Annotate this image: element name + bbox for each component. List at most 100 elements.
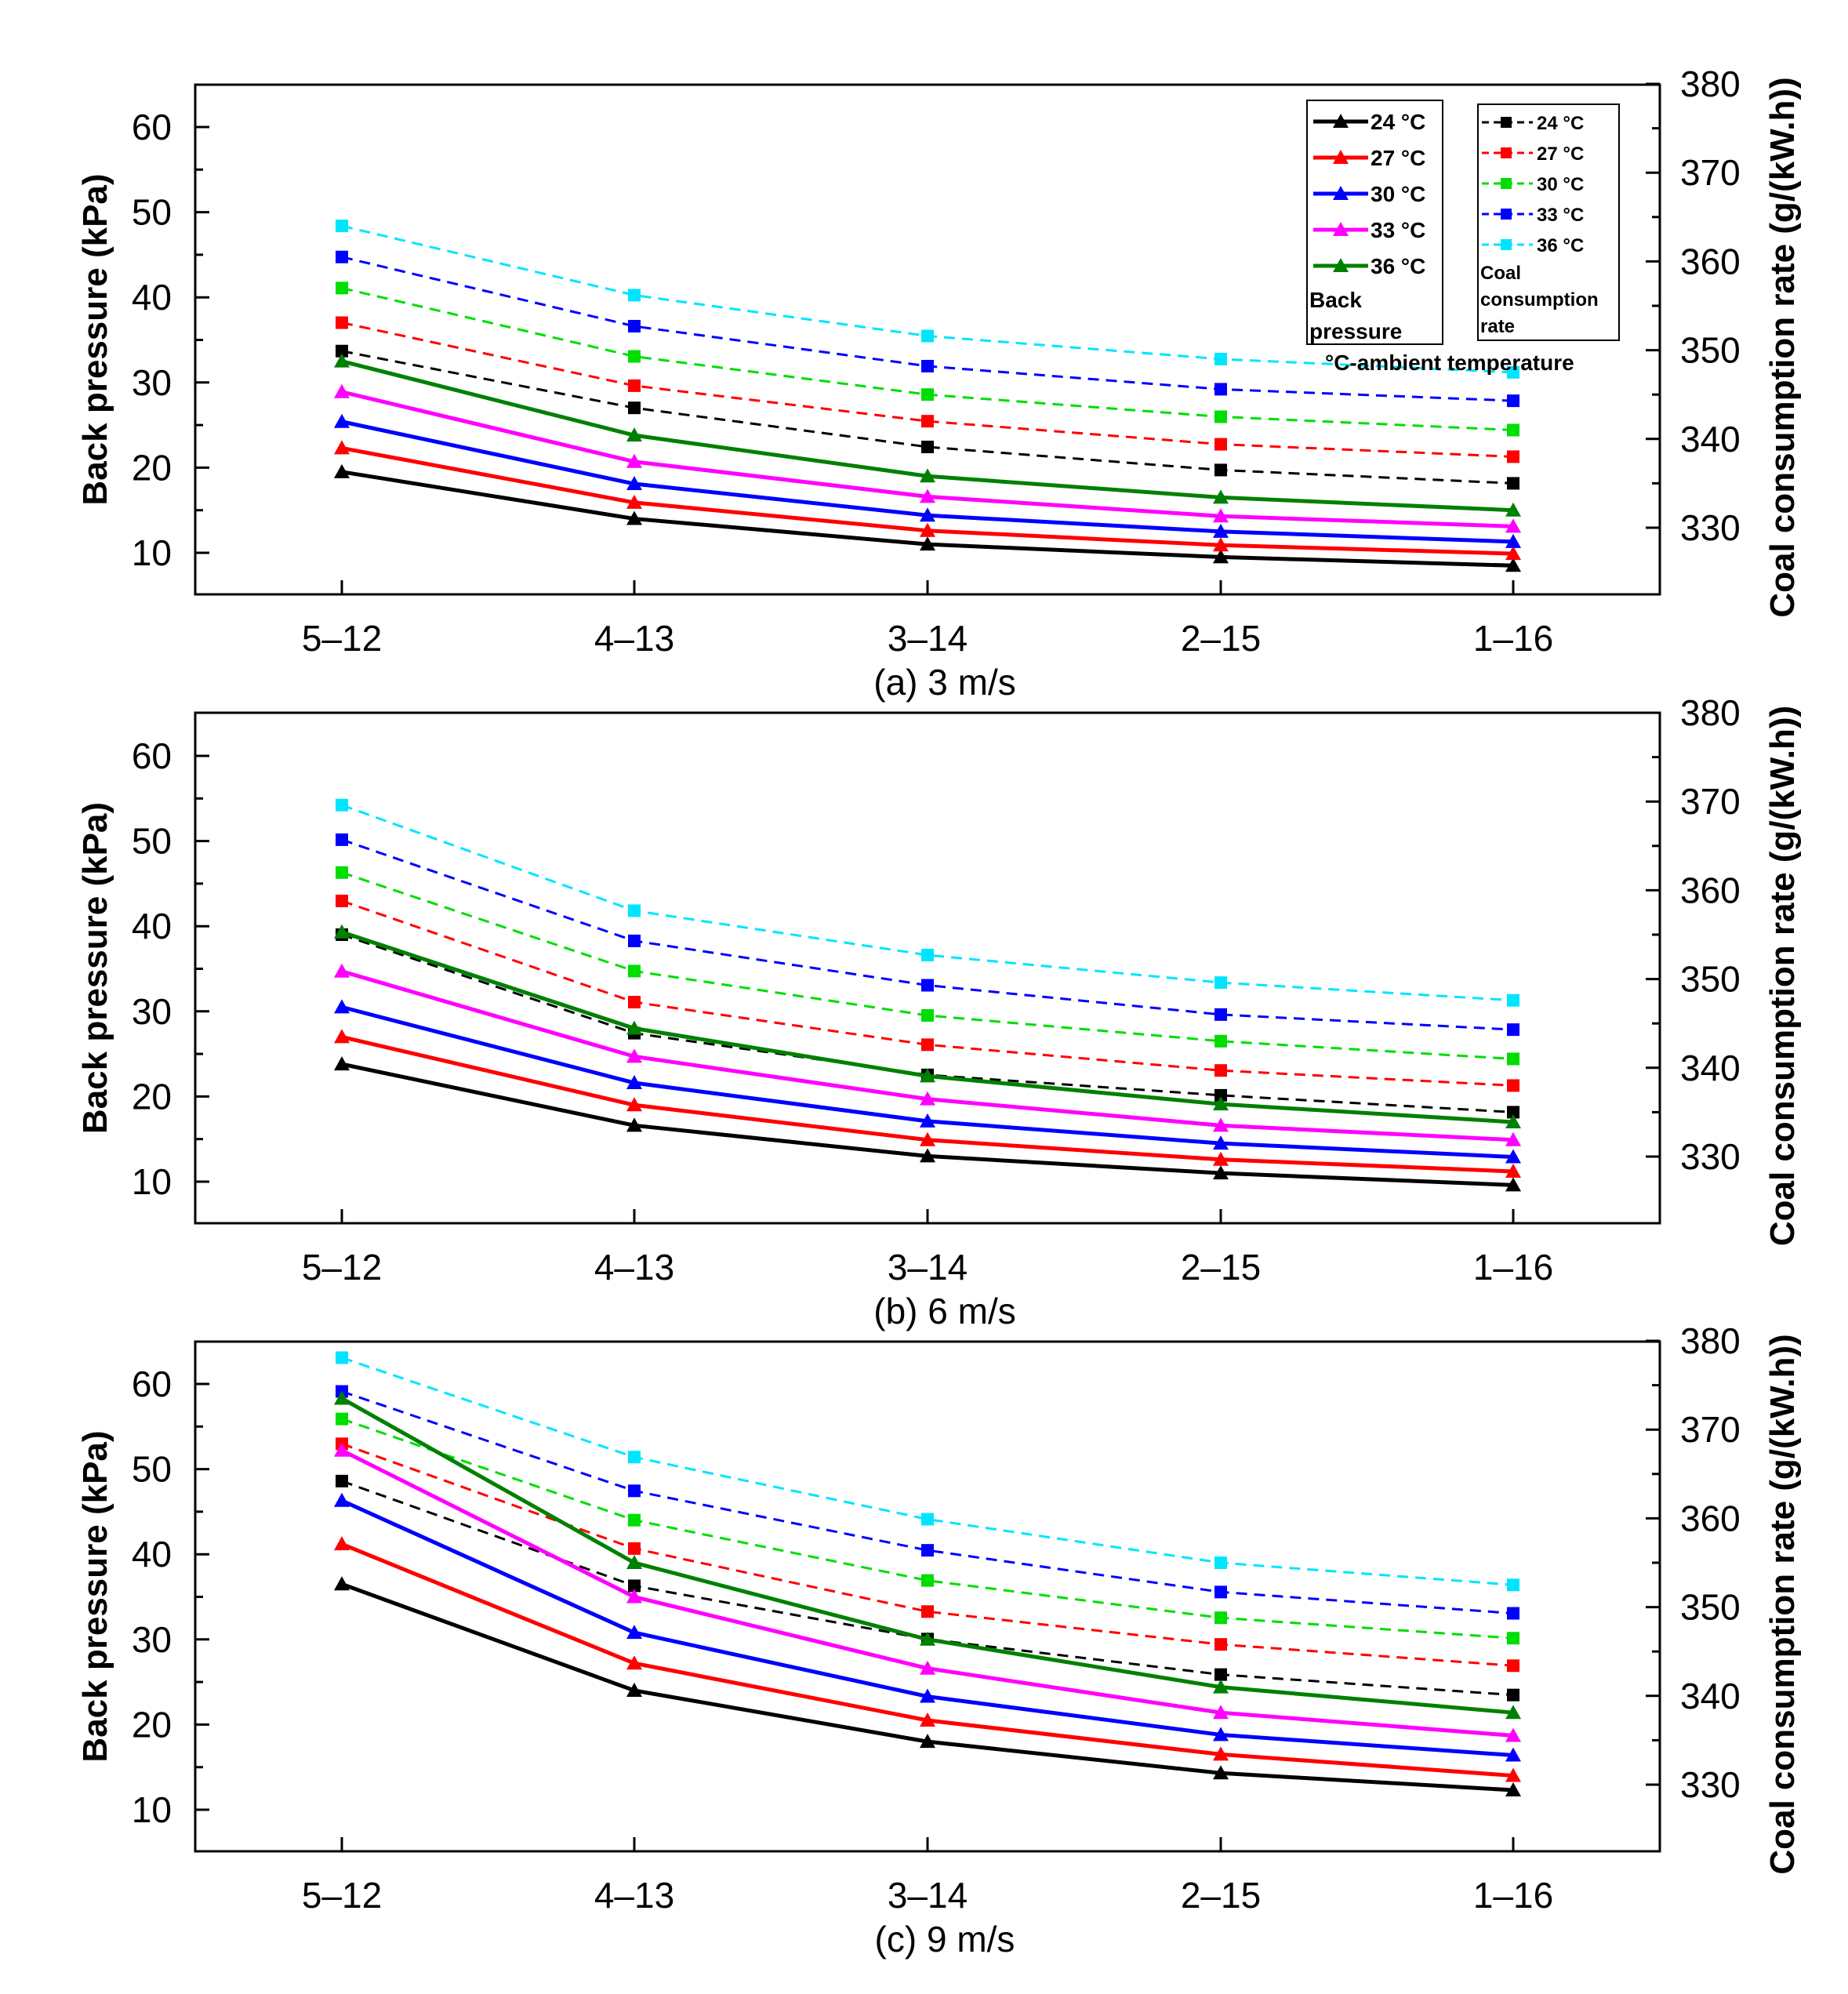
back-pressure-point [626, 1682, 642, 1697]
coal-point [628, 1451, 641, 1464]
legend-box-coal [1477, 104, 1620, 341]
left-axis-title: Back pressure (kPa) [76, 173, 114, 505]
right-tick-label: 330 [1680, 507, 1741, 548]
back-pressure-point [626, 476, 642, 491]
back-pressure-point [1213, 1679, 1229, 1694]
plot-frame [194, 1340, 1661, 1853]
back-pressure-point [1213, 1765, 1229, 1780]
chart-panel-2: 10 20 30 40 50 60 330 340 350 360 370 380 5–12 4–13 3–… [76, 692, 1802, 1331]
legend-item-back-pressure: 33 °C [1313, 218, 1425, 242]
back-pressure-point [920, 1068, 935, 1083]
right-tick-label: 330 [1680, 1764, 1741, 1805]
right-tick-label: 370 [1680, 1409, 1741, 1450]
legend: 24 °C 27 °C 30 °C 33 °C 36 °C Back pressure 24 … [1306, 100, 1620, 375]
coal-point [1214, 1088, 1227, 1102]
coal-point [1507, 1688, 1519, 1702]
coal-point [1507, 394, 1519, 408]
back-pressure-point [1213, 1096, 1229, 1111]
coal-point [336, 281, 348, 295]
legend-item-coal: 36 °C [1482, 235, 1584, 256]
back-pressure-point [1213, 1727, 1229, 1742]
coal-point [336, 1474, 348, 1487]
coal-series-3 [336, 1412, 1519, 1645]
back-pressure-point [334, 1029, 350, 1044]
coal-point [1507, 1106, 1519, 1119]
back-pressure-point [920, 1734, 935, 1749]
coal-point [1507, 1632, 1519, 1645]
back-pressure-point [920, 468, 935, 483]
right-axis-title: Coal consumption rate (g/(kW.h)) [1763, 77, 1802, 617]
right-tick-label: 360 [1680, 870, 1741, 910]
coal-point [336, 798, 348, 812]
back-pressure-series-5 [334, 353, 1521, 517]
coal-point [628, 996, 641, 1009]
back-pressure-point [1213, 489, 1229, 504]
back-pressure-point [334, 353, 350, 368]
legend-title: rate [1480, 316, 1515, 337]
left-tick-label: 60 [132, 107, 172, 147]
back-pressure-point [1213, 537, 1229, 552]
left-tick-label: 40 [132, 277, 172, 318]
back-pressure-point [1213, 1705, 1229, 1720]
legend-note: °C-ambient temperature [1325, 350, 1574, 375]
chart-panel-3: 10 20 30 40 50 60 330 340 350 360 370 380 5–12 4–13 3–… [76, 1320, 1802, 1959]
back-pressure-point [1213, 508, 1229, 523]
back-pressure-series-1 [334, 1576, 1521, 1797]
right-tick-label: 380 [1680, 692, 1741, 733]
left-tick-label: 10 [132, 1161, 172, 1202]
coal-point [336, 894, 348, 907]
back-pressure-point [1505, 1747, 1521, 1762]
right-tick-label: 370 [1680, 781, 1741, 822]
coal-point [336, 316, 348, 329]
left-tick-label: 30 [132, 362, 172, 403]
back-pressure-point [1505, 518, 1521, 533]
legend-marker [1333, 114, 1349, 128]
coal-series-line [341, 1418, 1514, 1640]
back-pressure-series-3 [334, 1492, 1521, 1762]
legend-item-back-pressure: 27 °C [1313, 146, 1425, 170]
legend-label: 30 °C [1371, 182, 1425, 206]
left-axis-title: Back pressure (kPa) [76, 802, 114, 1134]
coal-point [1214, 1638, 1227, 1651]
back-pressure-point [334, 440, 350, 455]
coal-point [1214, 352, 1227, 365]
coal-point [1214, 1064, 1227, 1077]
back-pressure-point [626, 1075, 642, 1090]
coal-point [921, 440, 934, 453]
coal-point [628, 350, 641, 363]
coal-point [1507, 993, 1519, 1007]
back-pressure-point [334, 924, 350, 939]
back-pressure-series-3 [334, 999, 1521, 1164]
back-pressure-point [920, 1631, 935, 1646]
x-tick-label: 5–12 [302, 1875, 382, 1916]
coal-series-5 [336, 798, 1519, 1007]
coal-point [921, 415, 934, 428]
back-pressure-point [1505, 1767, 1521, 1782]
coal-point [921, 1038, 934, 1051]
coal-point [336, 833, 348, 846]
right-axis-title: Coal consumption rate (g/(kW.h)) [1763, 1334, 1802, 1874]
legend-item-coal: 24 °C [1482, 113, 1584, 134]
back-pressure-point [1505, 1705, 1521, 1720]
coal-point [1507, 450, 1519, 463]
coal-point [628, 1513, 641, 1527]
coal-point [1507, 1052, 1519, 1066]
left-tick-label: 20 [132, 447, 172, 488]
right-tick-label: 340 [1680, 1676, 1741, 1716]
coal-point [921, 949, 934, 962]
coal-point [628, 401, 641, 415]
left-tick-label: 50 [132, 821, 172, 862]
coal-point [1214, 1008, 1227, 1021]
back-pressure-point [920, 1091, 935, 1106]
left-tick-label: 30 [132, 991, 172, 1032]
back-pressure-point [1505, 1782, 1521, 1797]
coal-point [628, 964, 641, 978]
legend-item-coal: 30 °C [1482, 174, 1584, 195]
right-tick-label: 380 [1680, 64, 1741, 104]
coal-series-line [341, 1480, 1514, 1697]
coal-point [1507, 1607, 1519, 1620]
back-pressure-series-5 [334, 1390, 1521, 1720]
x-tick-label: 1–16 [1473, 1247, 1553, 1288]
coal-point [1507, 1023, 1519, 1037]
legend-marker [1501, 117, 1512, 128]
